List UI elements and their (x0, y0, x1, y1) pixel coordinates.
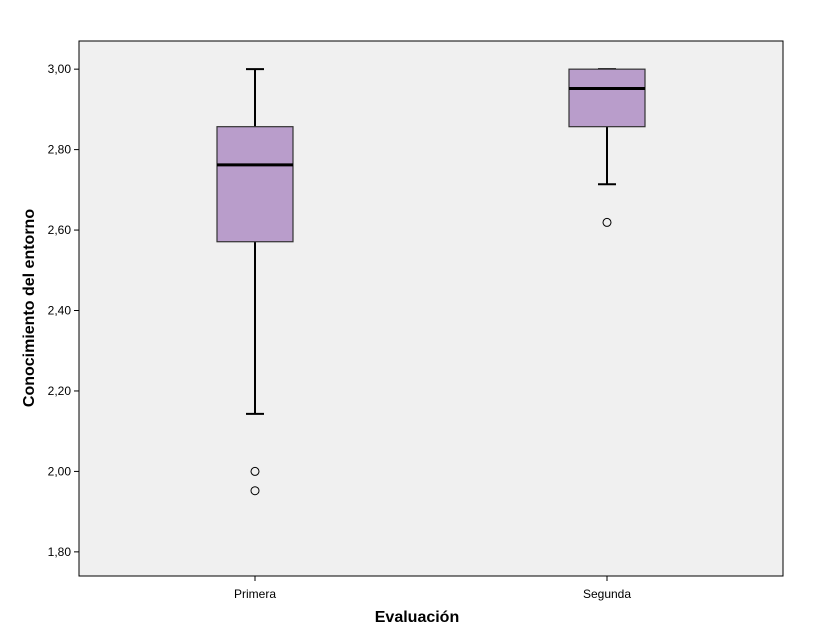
x-tick-label: Segunda (583, 587, 631, 601)
y-tick-label: 2,60 (48, 223, 72, 237)
y-axis-title: Conocimiento del entorno (21, 209, 38, 407)
y-axis: 1,80 2,00 2,20 2,40 2,60 2,80 3,00 (48, 62, 79, 559)
boxes (216, 68, 646, 496)
y-tick-label: 2,80 (48, 143, 72, 157)
y-tick-label: 2,00 (48, 464, 72, 478)
y-tick-label: 2,40 (48, 304, 72, 318)
box-primera (216, 68, 294, 496)
x-axis: Primera Segunda (234, 576, 631, 601)
y-tick-label: 3,00 (48, 62, 72, 76)
x-axis-title: Evaluación (375, 609, 459, 626)
box-segunda (568, 68, 646, 227)
outlier-point (602, 217, 612, 227)
y-tick-label: 1,80 (48, 545, 72, 559)
x-tick-label: Primera (234, 587, 276, 601)
y-tick-label: 2,20 (48, 384, 72, 398)
iqr-box (568, 68, 646, 128)
plot-area (78, 40, 784, 577)
outlier-point (250, 486, 260, 496)
iqr-box (216, 126, 294, 243)
outlier-point (250, 466, 260, 476)
